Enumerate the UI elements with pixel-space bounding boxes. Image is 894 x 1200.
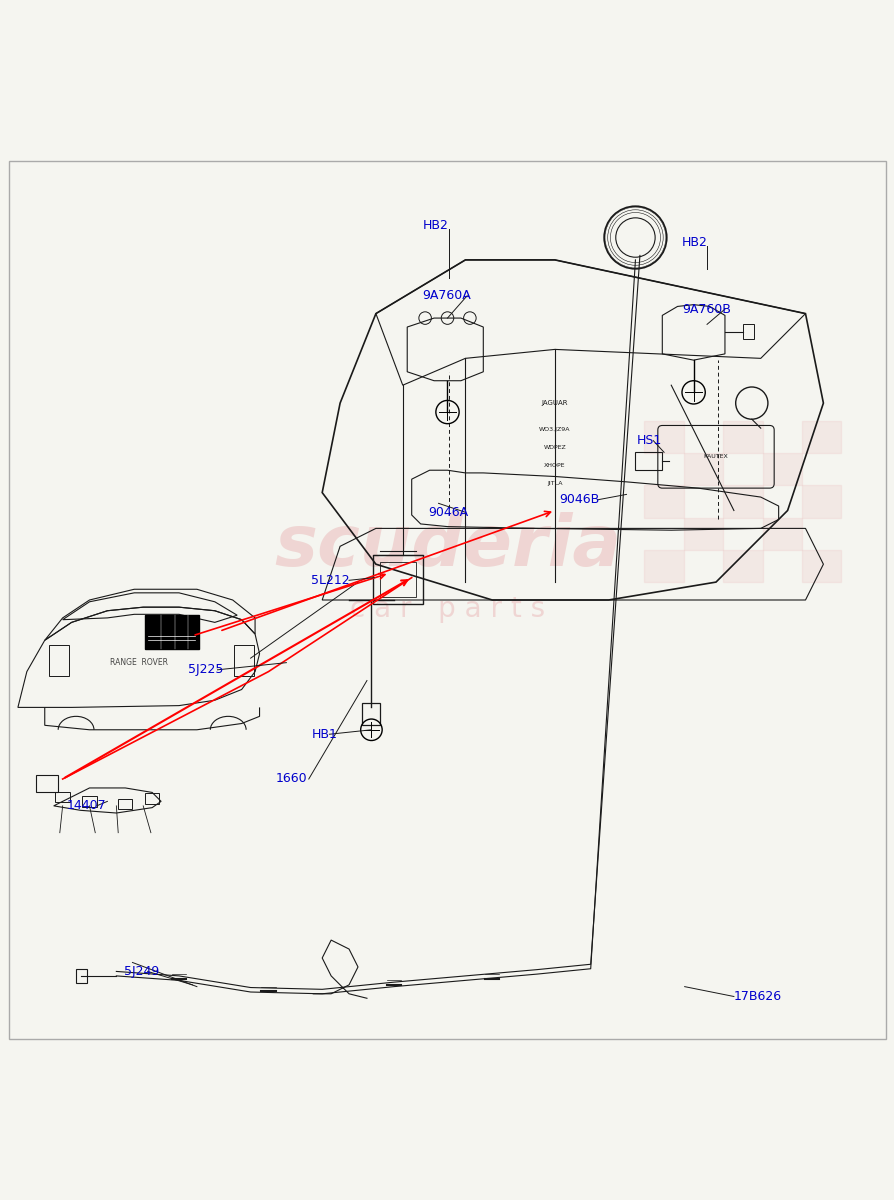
Text: 5J249: 5J249 bbox=[123, 965, 158, 978]
Bar bbox=[722, 486, 762, 517]
Text: HB2: HB2 bbox=[681, 235, 707, 248]
Bar bbox=[362, 703, 380, 725]
Bar bbox=[801, 486, 840, 517]
Bar bbox=[145, 616, 198, 649]
Bar bbox=[36, 774, 58, 792]
Bar bbox=[55, 792, 70, 803]
Bar bbox=[683, 517, 722, 550]
Bar bbox=[380, 562, 416, 598]
Text: 9A760A: 9A760A bbox=[422, 289, 470, 302]
Text: KAUTEX: KAUTEX bbox=[703, 455, 728, 460]
Bar bbox=[722, 550, 762, 582]
Text: XHOPE: XHOPE bbox=[544, 463, 565, 468]
Bar bbox=[644, 486, 683, 517]
Text: 17B626: 17B626 bbox=[733, 990, 781, 1003]
Bar bbox=[722, 421, 762, 454]
Bar bbox=[742, 324, 753, 338]
Bar bbox=[644, 421, 683, 454]
Bar bbox=[118, 799, 132, 810]
Text: WDPEZ: WDPEZ bbox=[543, 445, 566, 450]
Bar bbox=[76, 968, 87, 983]
Text: scuderia: scuderia bbox=[274, 511, 620, 581]
Bar bbox=[82, 796, 97, 806]
Text: c a r   p a r t s: c a r p a r t s bbox=[350, 595, 544, 623]
Bar bbox=[683, 454, 722, 486]
Bar bbox=[762, 454, 801, 486]
Bar bbox=[145, 793, 159, 804]
Text: WO3.JZ9A: WO3.JZ9A bbox=[538, 427, 570, 432]
Text: 9046B: 9046B bbox=[559, 493, 599, 506]
Text: 5L212: 5L212 bbox=[311, 574, 350, 587]
Bar bbox=[762, 517, 801, 550]
Text: 1660: 1660 bbox=[275, 773, 307, 786]
Bar bbox=[234, 644, 254, 676]
Text: JAGUAR: JAGUAR bbox=[541, 400, 568, 406]
Text: HB1: HB1 bbox=[311, 727, 337, 740]
Bar bbox=[49, 644, 69, 676]
Text: HB2: HB2 bbox=[422, 220, 448, 233]
Bar bbox=[801, 421, 840, 454]
Bar bbox=[644, 550, 683, 582]
Bar bbox=[635, 452, 662, 470]
Text: 5J225: 5J225 bbox=[188, 664, 224, 677]
Bar bbox=[373, 556, 423, 605]
Text: HS1: HS1 bbox=[637, 434, 662, 448]
Text: JITLA: JITLA bbox=[546, 481, 562, 486]
Text: 14407: 14407 bbox=[67, 799, 106, 812]
Text: RANGE  ROVER: RANGE ROVER bbox=[110, 658, 167, 667]
Text: 9046A: 9046A bbox=[427, 505, 468, 518]
Text: 9A760B: 9A760B bbox=[681, 302, 730, 316]
Bar bbox=[801, 550, 840, 582]
